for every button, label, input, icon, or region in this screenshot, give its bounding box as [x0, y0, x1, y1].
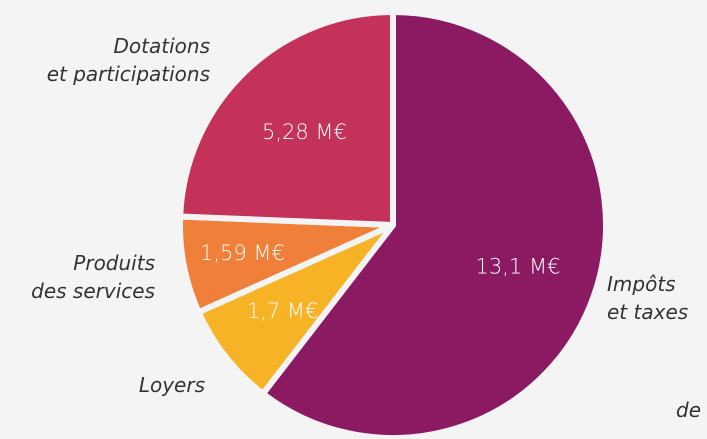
category-label: Produits des services [31, 251, 155, 303]
value-label: 1,7 M€ [247, 299, 319, 323]
value-label: 13,1 M€ [476, 255, 561, 279]
annotation: de [676, 398, 701, 422]
category-label: Impôts et taxes [607, 272, 689, 324]
pie-slice [259, 9, 609, 439]
value-label: 1,59 M€ [200, 241, 285, 265]
value-label: 5,28 M€ [262, 120, 347, 144]
pie-slice [177, 9, 396, 228]
category-label: Dotations et participations [46, 34, 210, 86]
category-label: Loyers [138, 373, 205, 397]
